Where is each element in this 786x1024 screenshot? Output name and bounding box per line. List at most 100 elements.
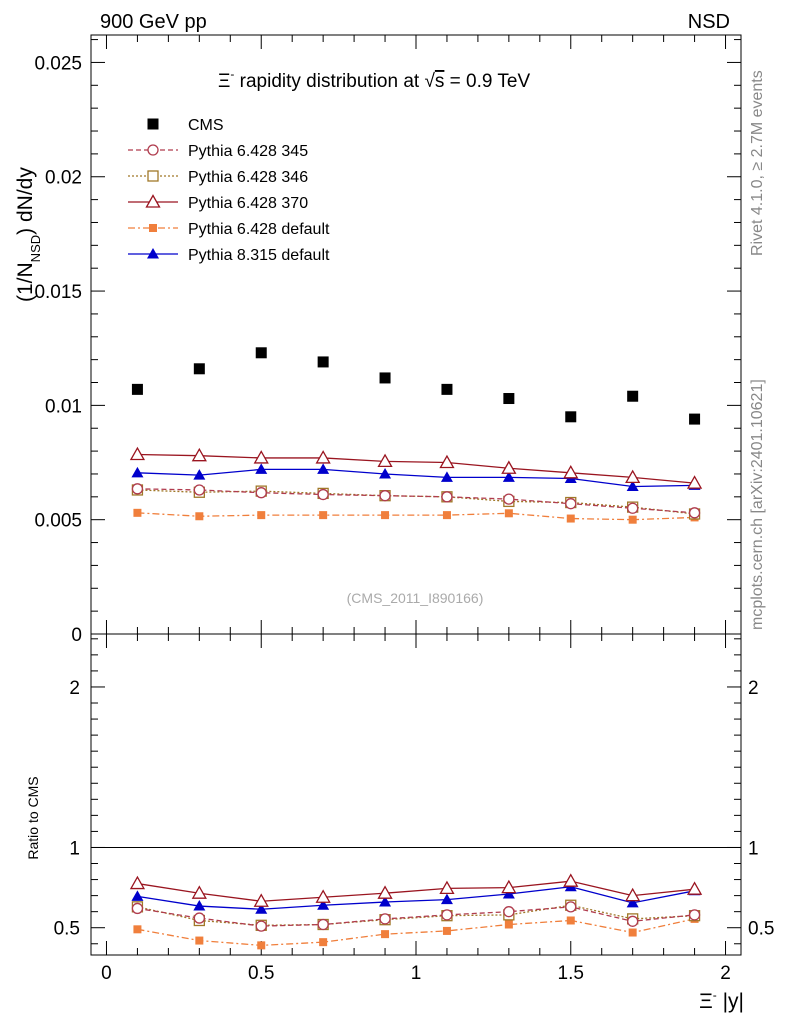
title-sup: - [230,67,234,81]
ratio-point-pythia-8-315-default [255,903,268,914]
x-tick-label: 2 [720,963,731,984]
x-tick-label: 1 [411,963,422,984]
analysis-watermark: (CMS_2011_I890166) [347,590,484,606]
ratio-point-pythia-6-428-370 [563,873,579,887]
y-tick-label-main: 0 [71,625,82,646]
series-line-pythia-8-315-default [137,468,695,488]
ratio-point-pythia-8-315-default [626,896,639,908]
y-tick-label-main: 0.005 [34,511,82,532]
ratio-line-pythia-8-315-default [137,886,695,910]
axis-ticks: 0 0.5 1 1.5 2 0 0.005 0.01 0.015 0.02 0.025 0.5 0.5 1… [34,35,774,984]
legend-label-pythia-8-315-default: Pythia 8.315 default [188,247,330,264]
data-point-pythia-6-428-345 [379,490,391,502]
x-label-sup: - [713,988,717,1002]
data-point-pythia-6-428-345 [317,488,329,501]
ratio-plot-frame [90,633,742,956]
data-point-pythia-6-428-default [257,511,266,520]
title-suffix: = 0.9 TeV [444,71,530,92]
mcplots-label: mcplots.cern.ch [arXiv:2401.10621] [749,379,766,630]
data-point-cms [379,372,391,384]
ratio-point-pythia-6-428-default [381,930,390,939]
legend-marker-pythia-6-428-346 [147,170,159,182]
series-line-pythia-6-428-345 [137,488,695,514]
data-point-cms [193,363,205,375]
ratio-point-pythia-6-428-345 [627,915,639,927]
data-point-pythia-6-428-default [442,511,451,520]
ratio-point-pythia-6-428-default [195,936,204,945]
x-tick-label: 0.5 [248,963,274,984]
legend-label-pythia-6-428-370: Pythia 6.428 370 [188,195,308,212]
y-label-part2: ) dN/dy [14,167,37,235]
ratio-point-pythia-8-315-default [440,893,453,905]
legend-marker-pythia-6-428-345 [147,144,159,156]
data-point-pythia-6-428-370 [625,469,641,484]
header-left-label: 900 GeV pp [100,11,207,33]
data-point-pythia-6-428-default [195,512,204,521]
ratio-line-pythia-6-428-default [137,918,695,947]
data-point-cms [565,411,577,423]
legend-label-pythia-6-428-345: Pythia 6.428 345 [188,143,308,160]
data-point-pythia-8-315-default [626,480,639,492]
series-line-pythia-6-428-346 [137,489,695,515]
data-point-pythia-6-428-370 [377,453,393,468]
data-point-cms [441,383,453,395]
series-line-pythia-6-428-default [137,512,695,521]
data-point-pythia-6-428-345 [627,502,639,514]
data-point-pythia-6-428-370 [191,447,207,462]
y-tick-label-ratio-right: 2 [748,678,759,699]
ratio-line-pythia-6-428-345 [137,906,695,927]
y-label-sub: NSD [28,235,43,262]
data-point-pythia-6-428-default [628,515,637,524]
y-tick-label-main: 0.02 [45,168,82,189]
rivet-label: Rivet 4.1.0, ≥ 2.7M events [749,70,766,256]
data-point-cms [503,393,515,405]
ratio-point-pythia-6-428-370 [501,879,517,894]
legend-marker-pythia-8-315-default [147,248,159,259]
y-tick-label-ratio-left: 0.5 [54,919,80,940]
ratio-point-pythia-6-428-default [133,925,142,934]
data-point-cms [255,347,267,359]
ratio-point-pythia-6-428-370 [191,885,207,899]
data-point-pythia-6-428-370 [129,446,146,461]
data-point-pythia-6-428-345 [131,483,144,495]
plot-title: Ξ- rapidity distribution at √s = 0.9 TeV [218,67,530,92]
y-tick-label-ratio-left: 1 [69,838,80,859]
ratio-point-pythia-6-428-345 [565,901,577,913]
data-point-pythia-6-428-370 [563,464,579,479]
legend-marker-pythia-6-428-370 [145,194,161,208]
ratio-point-pythia-6-428-default [566,916,575,925]
legend-label-pythia-6-428-346: Pythia 6.428 346 [188,169,308,186]
ratio-point-pythia-6-428-345 [193,912,205,924]
data-point-cms [317,356,329,368]
ratio-line-pythia-6-428-346 [137,904,695,926]
data-point-cms [689,413,701,425]
header-right-label: NSD [688,11,730,33]
y-tick-label-ratio-left: 2 [69,678,80,699]
data-point-pythia-6-428-370 [439,454,455,469]
data-point-pythia-6-428-default [381,511,390,520]
y-tick-label-ratio-right: 1 [748,838,759,859]
data-point-pythia-6-428-345 [441,491,453,503]
data-point-pythia-6-428-345 [503,493,515,505]
legend: CMS Pythia 6.428 345 Pythia 6.428 346 Pythi… [128,117,330,264]
x-tick-label: 0 [101,963,112,984]
y-axis-label-ratio: Ratio to CMS [25,776,41,859]
legend-label-pythia-6-428-default: Pythia 6.428 default [188,221,330,238]
x-axis-label: Ξ- |y| [699,988,744,1013]
ratio-point-pythia-6-428-370 [253,893,269,907]
data-point-pythia-8-315-default [317,463,330,474]
data-point-pythia-6-428-345 [255,487,267,499]
data-point-pythia-8-315-default [255,463,268,474]
legend-label-cms: CMS [188,117,224,134]
y-tick-label-main: 0.025 [34,53,82,74]
data-point-pythia-6-428-default [566,514,575,523]
ratio-point-pythia-6-428-370 [439,880,455,895]
data-point-pythia-6-428-370 [686,475,703,489]
ratio-point-pythia-6-428-default [628,928,637,937]
y-label-part1: (1/N [14,262,37,302]
main-series [129,347,703,524]
ratio-series [129,873,703,950]
ratio-point-pythia-6-428-345 [441,909,453,921]
y-tick-label-main: 0.015 [34,282,82,303]
